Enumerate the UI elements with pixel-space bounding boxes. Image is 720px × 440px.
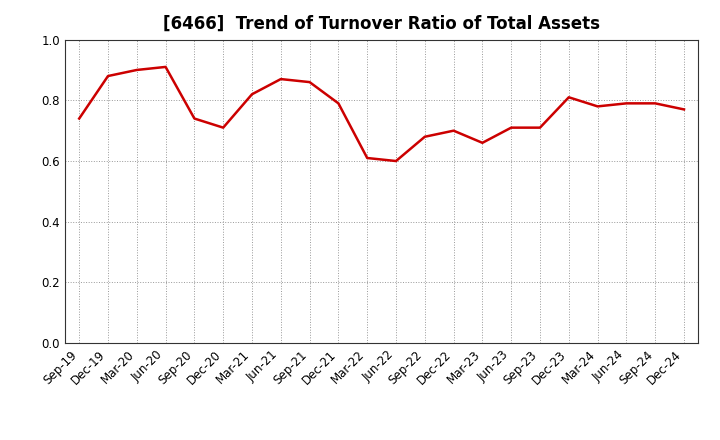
Title: [6466]  Trend of Turnover Ratio of Total Assets: [6466] Trend of Turnover Ratio of Total … [163,15,600,33]
